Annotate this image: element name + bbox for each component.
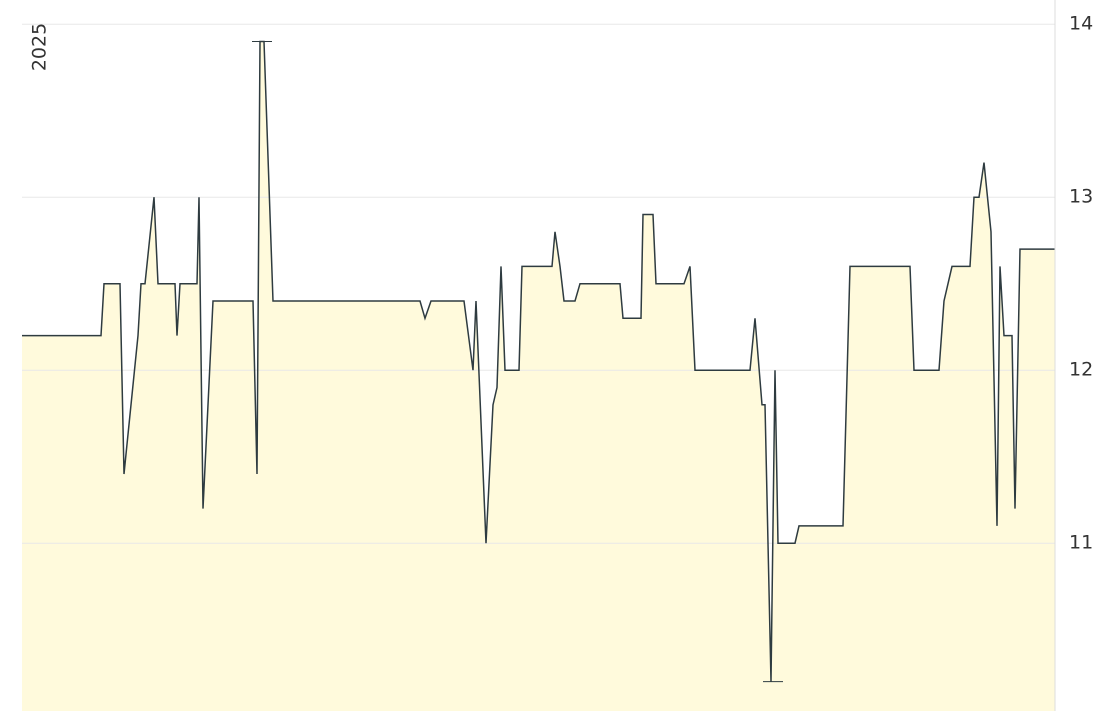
line xyxy=(22,40,1055,682)
area xyxy=(22,41,1055,711)
y-tick-label: 14 xyxy=(1069,13,1093,35)
y-tick-label: 11 xyxy=(1069,532,1093,554)
plot: 11 12 13 14 xyxy=(22,0,1093,711)
year-label: 2025 xyxy=(29,23,51,71)
y-tick-label: 13 xyxy=(1069,186,1093,208)
y-tick-label: 12 xyxy=(1069,359,1093,381)
